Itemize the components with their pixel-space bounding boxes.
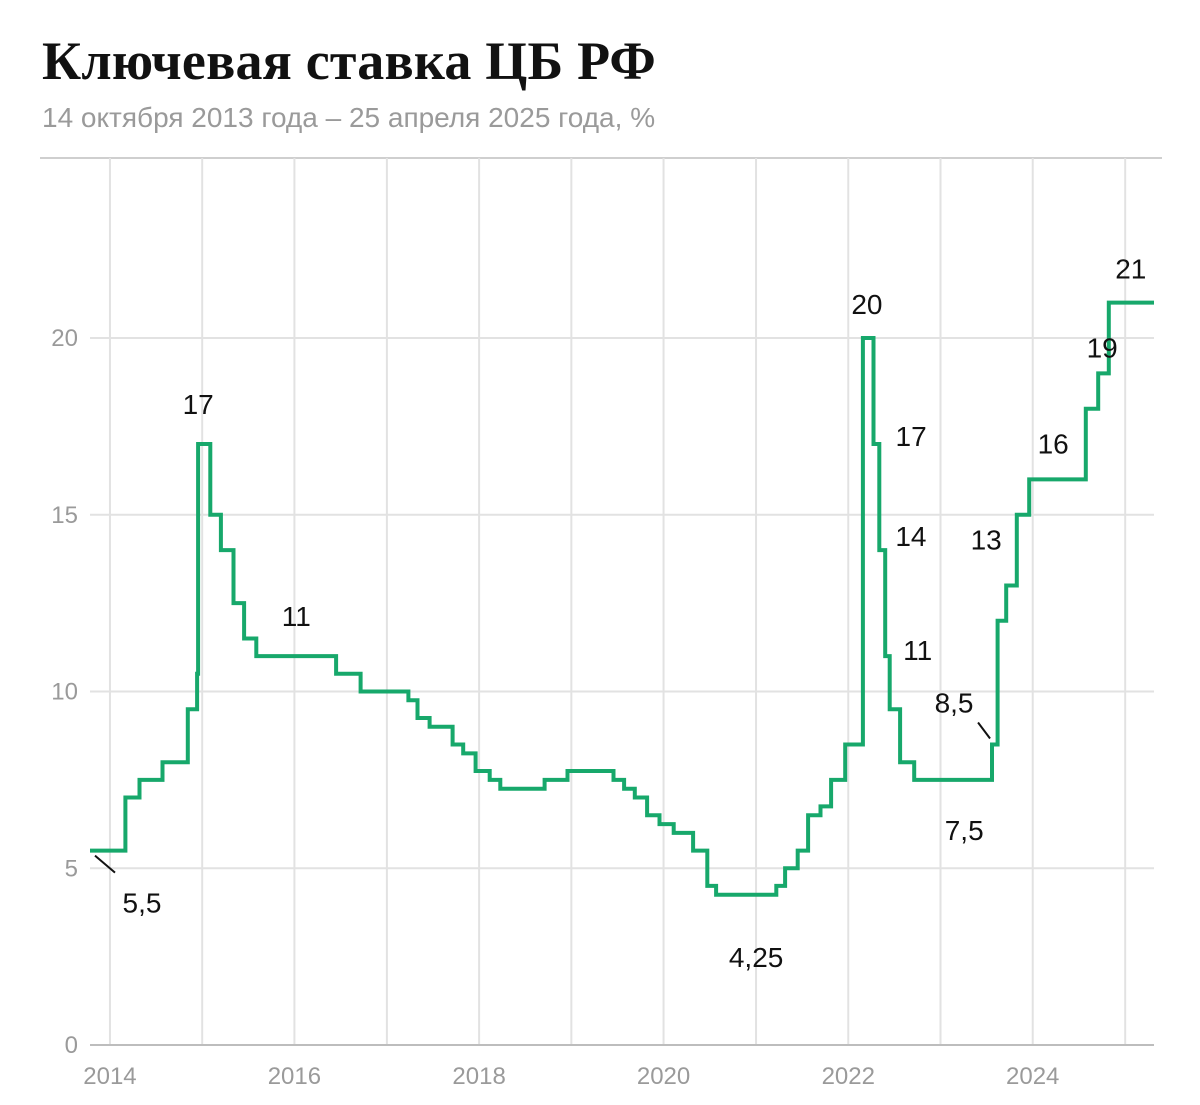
x-tick-label: 2022 [822,1063,875,1090]
data-label: 20 [851,289,882,320]
y-tick-label: 20 [51,325,78,352]
label-leader-line [94,854,116,874]
data-label: 11 [903,635,932,666]
label-leader-line [977,721,991,740]
y-tick-label: 0 [65,1032,78,1059]
data-label: 14 [895,521,926,552]
data-label: 16 [1038,428,1069,459]
chart-title: Ключевая ставка ЦБ РФ [42,31,656,91]
y-tick-label: 15 [51,502,78,529]
data-label: 17 [183,389,214,420]
series-layer [90,300,1154,897]
x-tick-label: 2024 [1006,1063,1059,1090]
axes: 0 5 10 15 20 2014 2016 2018 2020 2022 2024 [51,325,1154,1090]
data-label: 11 [282,601,311,632]
x-tick-label: 2016 [268,1063,321,1090]
y-tick-label: 10 [51,679,78,706]
grid [40,157,1162,1046]
y-tick-label: 5 [65,855,78,882]
data-label: 8,5 [935,688,974,719]
data-label: 21 [1115,254,1146,285]
x-tick-label: 2018 [452,1063,505,1090]
data-label: 7,5 [945,815,984,846]
data-label: 17 [896,421,927,452]
data-label: 4,25 [729,942,784,973]
rate-series-line [90,300,1154,897]
data-label: 13 [971,524,1002,555]
chart-subtitle: 14 октября 2013 года – 25 апреля 2025 го… [42,102,656,133]
x-tick-label: 2020 [637,1063,690,1090]
data-labels: 5,5 17 11 4,25 20 17 14 11 7,5 8,5 13 16 19 21 [94,254,1146,973]
data-label: 5,5 [123,888,162,919]
data-label: 19 [1087,332,1118,363]
x-tick-label: 2014 [83,1063,136,1090]
